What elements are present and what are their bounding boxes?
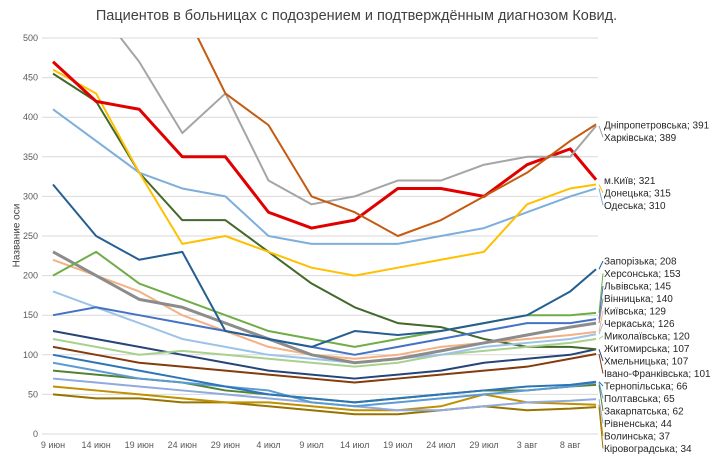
series-label-8: Вінницька; 140 (604, 294, 673, 305)
label-leader-line (598, 399, 604, 424)
series-line-14 (52, 345, 597, 384)
label-leader-line (598, 407, 604, 449)
series-label-4: Одеська; 310 (604, 201, 666, 212)
x-tick-label: 9 июл (299, 440, 323, 450)
label-leader-line (598, 125, 604, 138)
series-line-3 (52, 68, 597, 277)
x-tick-label: 24 июн (168, 440, 197, 450)
series-label-3: Донецька; 315 (604, 188, 671, 199)
series-label-14: Івано-Франківська; 101 (604, 369, 711, 380)
series-line-15 (52, 353, 597, 404)
series-line-10 (52, 290, 597, 364)
series-label-1: Харківська; 389 (604, 133, 677, 144)
label-leader-line (598, 273, 604, 313)
x-tick-label: 9 июн (41, 440, 65, 450)
label-leader-line (598, 335, 604, 340)
y-tick-label: 450 (23, 73, 38, 83)
series-line-12 (52, 72, 597, 351)
y-tick-label: 150 (23, 310, 38, 320)
series-label-18: Рівненська; 44 (604, 419, 672, 430)
series-label-12: Житомирська; 107 (604, 344, 690, 355)
label-leader-line (598, 384, 604, 412)
x-tick-label: 19 июл (383, 440, 412, 450)
series-label-19: Волинська; 37 (604, 432, 670, 443)
series-label-15: Тернопільська; 66 (604, 382, 688, 393)
x-tick-label: 29 июл (469, 440, 498, 450)
series-line-1 (119, 38, 597, 206)
label-leader-line (598, 310, 604, 332)
series-line-2 (51, 60, 598, 230)
series-line-0 (196, 38, 597, 237)
label-leader-line (598, 260, 604, 270)
label-leader-line (598, 323, 604, 335)
y-tick-label: 500 (23, 33, 38, 43)
label-leader-line (598, 349, 604, 362)
y-tick-label: 200 (23, 271, 38, 281)
series-label-9: Київська; 129 (604, 307, 666, 318)
label-leader-line (598, 184, 604, 193)
y-tick-label: 0 (33, 429, 38, 439)
series-label-2: м.Київ; 321 (604, 176, 656, 187)
series-line-8 (52, 250, 597, 365)
series-label-6: Херсонська; 153 (604, 269, 681, 280)
y-tick-label: 300 (23, 191, 38, 201)
series-line-19 (52, 385, 597, 412)
y-tick-label: 100 (23, 350, 38, 360)
x-tick-label: 14 июн (81, 440, 110, 450)
series-label-13: Хмельницька; 107 (604, 357, 689, 368)
series-line-20 (52, 393, 597, 416)
series-line-16 (52, 361, 597, 408)
chart-title: Пациентов в больницах с подозрением и по… (95, 8, 618, 24)
y-tick-label: 350 (23, 152, 38, 162)
label-leader-line (598, 381, 604, 387)
series-line-4 (52, 108, 597, 245)
series-label-20: Кіровоградська; 34 (604, 444, 692, 455)
x-tick-label: 19 июн (125, 440, 154, 450)
label-leader-line (598, 285, 604, 320)
y-tick-label: 50 (28, 389, 38, 399)
x-tick-label: 8 авг (560, 440, 581, 450)
series-line-9 (52, 258, 597, 360)
series-label-7: Львівська; 145 (604, 282, 672, 293)
series-label-5: Запорізька; 208 (604, 257, 677, 268)
series-line-6 (52, 250, 597, 348)
x-tick-label: 29 июн (211, 440, 240, 450)
label-leader-line (598, 188, 604, 206)
label-leader-line (598, 353, 604, 374)
series-line-13 (52, 330, 597, 380)
series-label-16: Полтавська; 65 (604, 394, 675, 405)
series-line-11 (52, 337, 597, 368)
series-label-17: Закарпатська; 62 (604, 407, 684, 418)
series-label-11: Миколаївська; 120 (604, 332, 690, 343)
label-leader-line (598, 298, 604, 324)
series-label-10: Черкаська; 126 (604, 319, 675, 330)
x-tick-label: 4 июл (256, 440, 280, 450)
x-tick-label: 14 июл (340, 440, 369, 450)
y-tick-label: 250 (23, 231, 38, 241)
y-tick-label: 400 (23, 112, 38, 122)
x-tick-label: 3 авг (517, 440, 538, 450)
x-tick-label: 24 июл (426, 440, 455, 450)
series-label-0: Дніпропетровська; 391 (604, 120, 710, 131)
series-line-7 (52, 306, 597, 356)
label-leader-line (598, 382, 604, 399)
series-line-5 (52, 183, 597, 348)
